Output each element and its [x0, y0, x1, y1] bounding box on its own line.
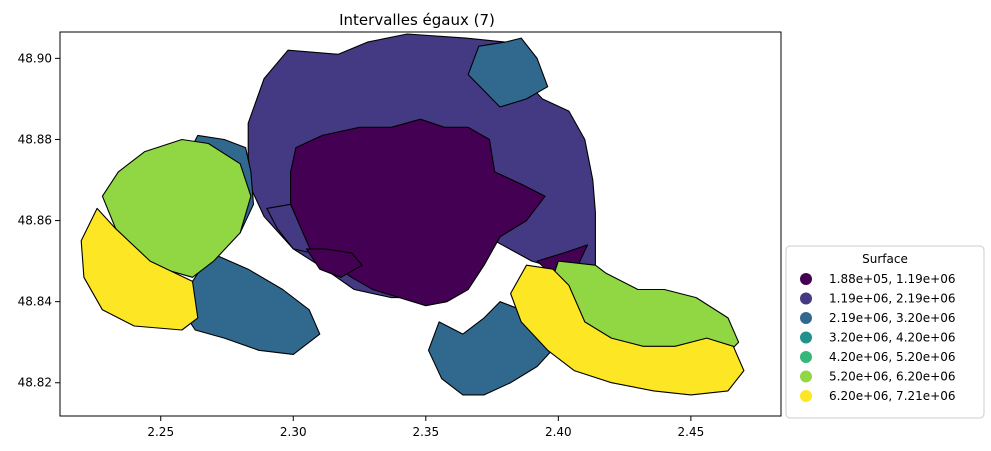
legend-items: 1.88e+05, 1.19e+06 1.19e+06, 2.19e+06 2.19… [800, 272, 955, 403]
legend-title: Surface [862, 252, 908, 266]
legend-label: 1.88e+05, 1.19e+06 [829, 272, 955, 286]
district-12 [80, 207, 199, 331]
x-tick-label: 2.45 [678, 425, 705, 439]
district-layer [80, 33, 745, 396]
legend-label: 4.20e+06, 5.20e+06 [829, 350, 955, 364]
district-3 [266, 203, 313, 254]
legend-swatch [800, 273, 812, 285]
legend-label: 6.20e+06, 7.21e+06 [829, 389, 955, 403]
y-axis: 48.82 48.84 48.86 48.88 48.90 [18, 51, 60, 390]
y-tick-label: 48.88 [18, 132, 52, 146]
legend-swatch [800, 331, 812, 344]
legend-swatch [800, 370, 812, 383]
legend-label: 5.20e+06, 6.20e+06 [829, 370, 955, 384]
district-10 [101, 138, 252, 278]
district-13 [510, 264, 745, 396]
plot-area [59, 31, 782, 417]
y-tick-label: 48.82 [18, 376, 52, 390]
x-tick-label: 2.40 [545, 425, 572, 439]
x-tick-label: 2.25 [147, 425, 174, 439]
y-tick-label: 48.86 [18, 214, 52, 228]
y-tick-label: 48.90 [18, 51, 52, 65]
x-axis: 2.25 2.30 2.35 2.40 2.45 [147, 416, 704, 439]
map-title: Intervalles égaux (7) [339, 11, 495, 29]
y-tick-label: 48.84 [18, 295, 52, 309]
x-tick-label: 2.35 [412, 425, 439, 439]
legend-label: 2.19e+06, 3.20e+06 [829, 311, 955, 325]
x-tick-label: 2.30 [280, 425, 307, 439]
legend-swatch [800, 312, 812, 324]
legend-swatch [800, 351, 812, 363]
legend: Surface 1.88e+05, 1.19e+06 1.19e+06, 2.19… [785, 245, 985, 419]
legend-swatch [800, 292, 812, 305]
plot-frame [59, 31, 782, 417]
district-6 [467, 37, 549, 108]
district-4 [305, 248, 363, 278]
legend-label: 3.20e+06, 4.20e+06 [829, 331, 955, 345]
legend-swatch [800, 390, 812, 402]
legend-label: 1.19e+06, 2.19e+06 [829, 292, 955, 306]
legend-frame [785, 245, 985, 419]
